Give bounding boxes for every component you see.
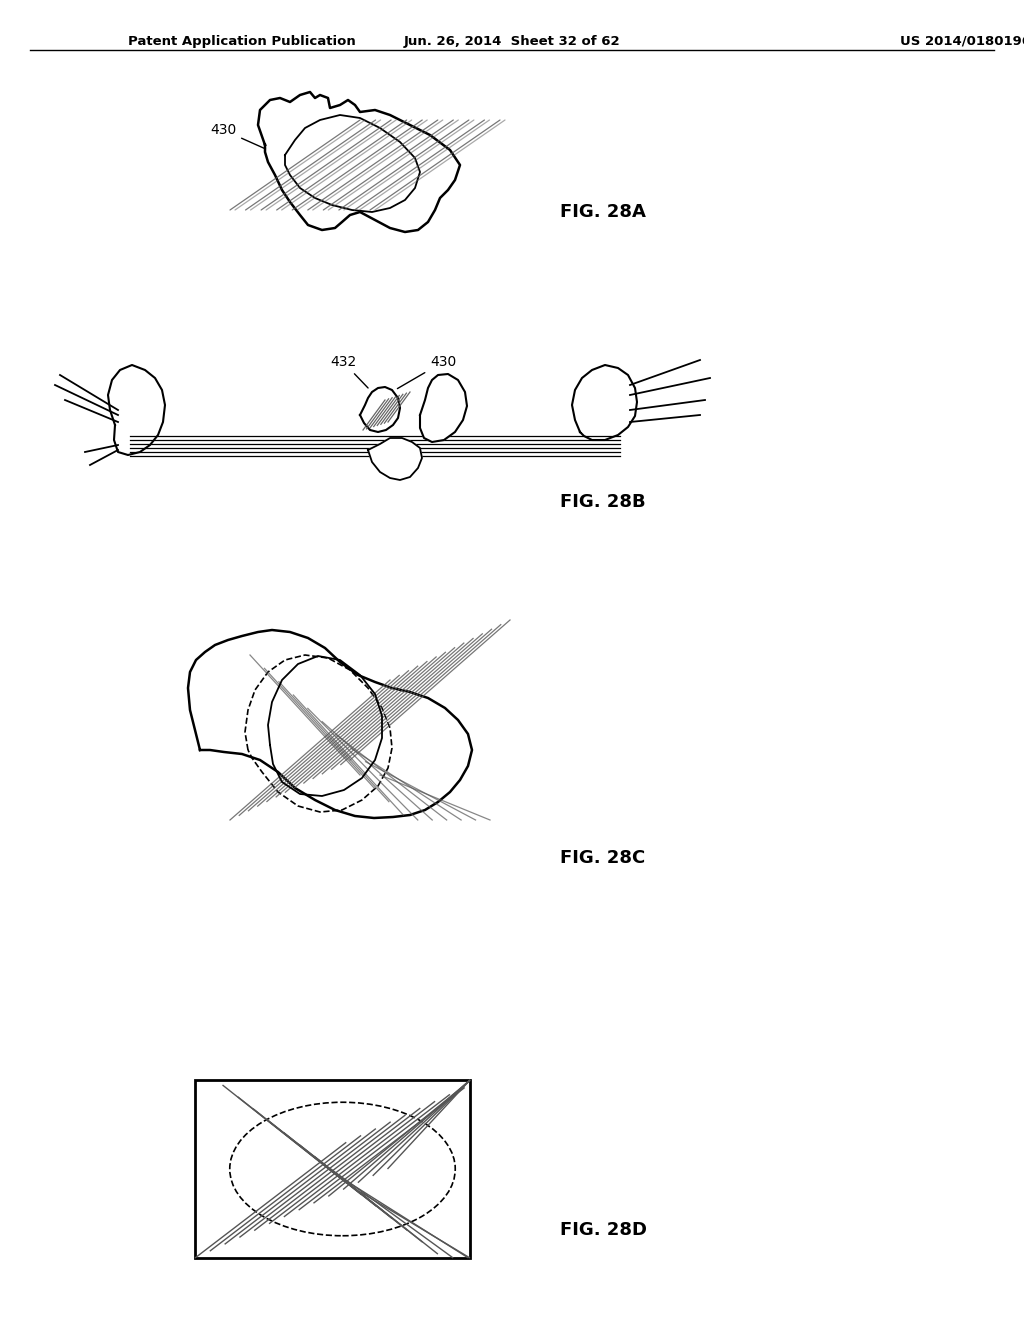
Bar xyxy=(195,1080,470,1258)
Polygon shape xyxy=(258,92,460,232)
Polygon shape xyxy=(360,387,400,432)
Polygon shape xyxy=(420,374,467,442)
Text: FIG. 28B: FIG. 28B xyxy=(560,492,645,511)
Polygon shape xyxy=(368,438,422,480)
Text: FIG. 28D: FIG. 28D xyxy=(560,1221,647,1239)
Polygon shape xyxy=(572,366,637,440)
Polygon shape xyxy=(188,630,472,818)
Text: Jun. 26, 2014  Sheet 32 of 62: Jun. 26, 2014 Sheet 32 of 62 xyxy=(403,36,621,48)
Text: 430: 430 xyxy=(397,355,457,388)
Text: FIG. 28C: FIG. 28C xyxy=(560,849,645,867)
Text: Patent Application Publication: Patent Application Publication xyxy=(128,36,355,48)
Text: 432: 432 xyxy=(330,355,368,388)
Text: FIG. 28A: FIG. 28A xyxy=(560,203,646,220)
Text: US 2014/0180196 A1: US 2014/0180196 A1 xyxy=(900,36,1024,48)
Text: 430: 430 xyxy=(210,123,265,149)
Polygon shape xyxy=(108,366,165,455)
